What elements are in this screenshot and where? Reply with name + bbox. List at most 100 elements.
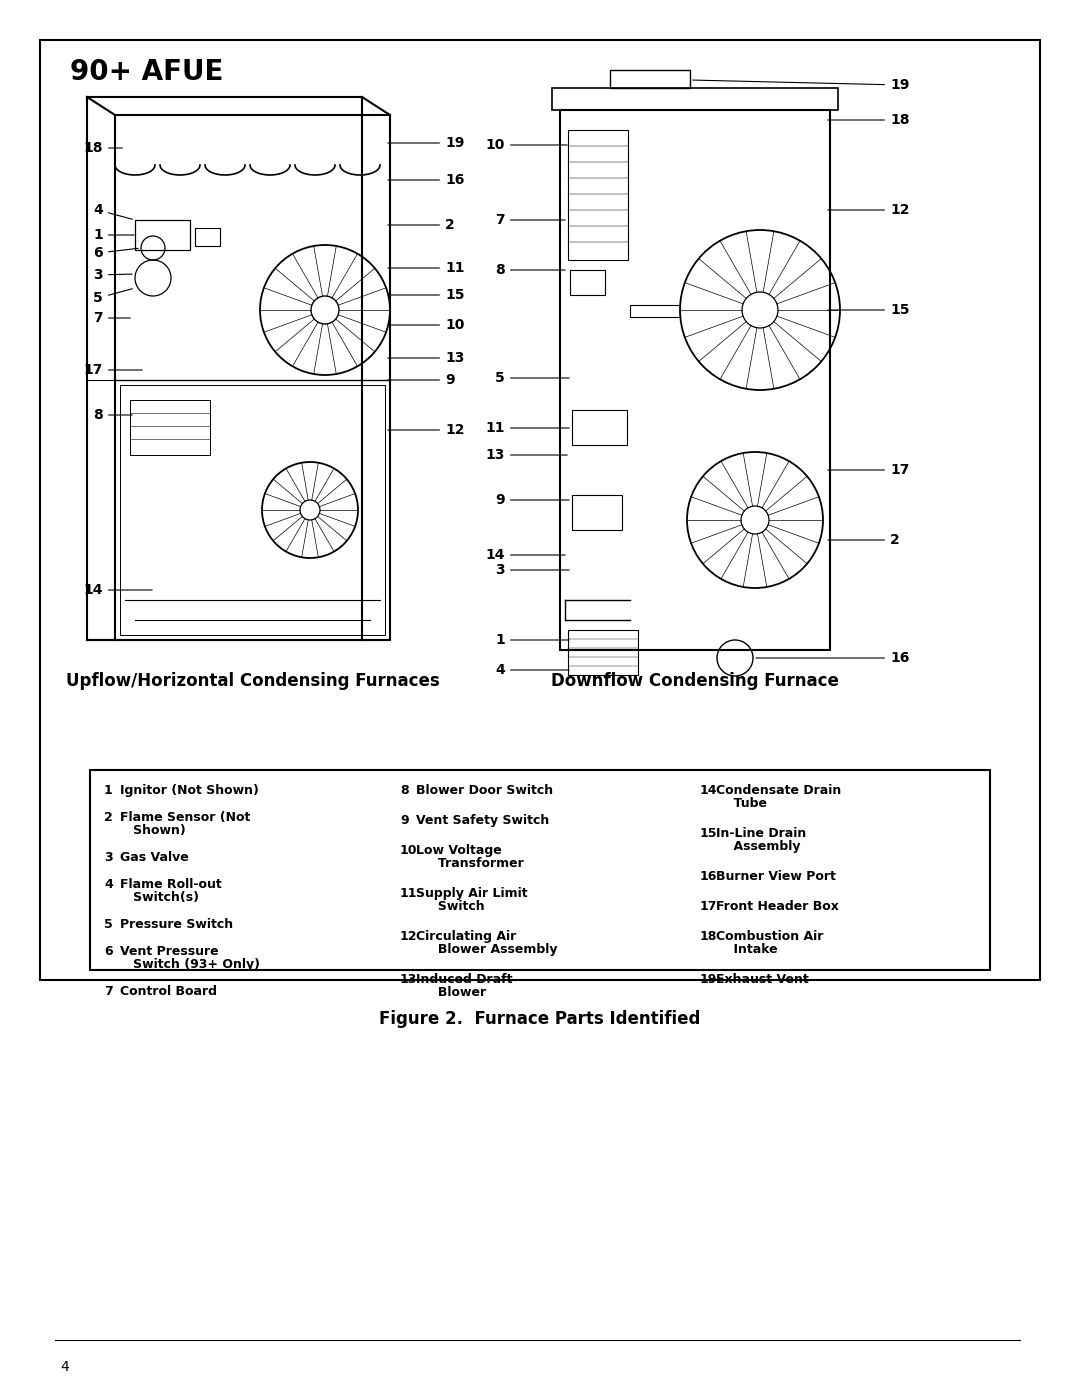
Text: 7: 7 (104, 985, 112, 997)
Bar (135, 219, 190, 250)
Bar (40, 41, 1040, 981)
Text: 13: 13 (486, 448, 567, 462)
Text: Supply Air Limit: Supply Air Limit (416, 887, 528, 900)
Text: 2: 2 (827, 534, 900, 548)
Text: 8: 8 (400, 784, 408, 798)
Text: 11: 11 (388, 261, 464, 275)
Text: 9: 9 (496, 493, 569, 507)
Bar (570, 270, 605, 295)
Text: 2: 2 (388, 218, 455, 232)
Bar (572, 495, 622, 529)
Text: Circulating Air: Circulating Air (416, 930, 516, 943)
Bar (568, 130, 627, 260)
Text: Flame Roll-out: Flame Roll-out (120, 877, 221, 891)
Text: Vent Safety Switch: Vent Safety Switch (416, 814, 550, 827)
Text: 18: 18 (700, 930, 717, 943)
Text: Induced Draft: Induced Draft (416, 972, 513, 986)
Text: 16: 16 (756, 651, 909, 665)
Text: 13: 13 (400, 972, 417, 986)
Text: 3: 3 (93, 268, 132, 282)
Text: Front Header Box: Front Header Box (716, 900, 839, 914)
Text: Intake: Intake (716, 943, 778, 956)
Text: Pressure Switch: Pressure Switch (120, 918, 233, 930)
Text: 17: 17 (700, 900, 717, 914)
Text: 12: 12 (827, 203, 909, 217)
Text: Tube: Tube (716, 798, 767, 810)
Text: 15: 15 (827, 303, 909, 317)
Text: 18: 18 (83, 141, 122, 155)
Text: Figure 2.  Furnace Parts Identified: Figure 2. Furnace Parts Identified (379, 1010, 701, 1028)
Text: 5: 5 (104, 918, 112, 930)
Text: 14: 14 (486, 548, 565, 562)
Text: 4: 4 (93, 203, 133, 219)
Text: 19: 19 (388, 136, 464, 149)
Text: Condensate Drain: Condensate Drain (716, 784, 841, 798)
Text: Shown): Shown) (120, 824, 186, 837)
Bar (630, 305, 680, 317)
Text: 1: 1 (496, 633, 569, 647)
Text: Upflow/Horizontal Condensing Furnaces: Upflow/Horizontal Condensing Furnaces (66, 672, 440, 690)
Text: Gas Valve: Gas Valve (120, 851, 189, 863)
Text: Switch(s): Switch(s) (120, 891, 199, 904)
Text: In-Line Drain: In-Line Drain (716, 827, 807, 840)
Text: 15: 15 (388, 288, 464, 302)
Text: 17: 17 (827, 462, 909, 476)
Text: Assembly: Assembly (716, 840, 800, 854)
Text: 1: 1 (104, 784, 112, 798)
Text: Blower Assembly: Blower Assembly (416, 943, 557, 956)
Text: 2: 2 (104, 812, 112, 824)
Text: 14: 14 (700, 784, 717, 798)
Text: 3: 3 (104, 851, 112, 863)
Text: 12: 12 (388, 423, 464, 437)
Text: Combustion Air: Combustion Air (716, 930, 823, 943)
Text: 4: 4 (496, 664, 569, 678)
Text: 16: 16 (700, 870, 717, 883)
Text: 7: 7 (93, 312, 131, 326)
Text: 1: 1 (93, 228, 134, 242)
Text: Low Voltage: Low Voltage (416, 844, 502, 856)
Text: 19: 19 (692, 78, 909, 92)
Text: 10: 10 (486, 138, 567, 152)
Text: 10: 10 (400, 844, 418, 856)
Text: Switch: Switch (416, 900, 485, 914)
Text: 8: 8 (496, 263, 565, 277)
Text: 10: 10 (388, 319, 464, 332)
Text: 90+ AFUE: 90+ AFUE (70, 59, 224, 87)
Bar (561, 110, 831, 650)
Text: Burner View Port: Burner View Port (716, 870, 836, 883)
Text: 3: 3 (496, 563, 569, 577)
Text: 7: 7 (496, 212, 565, 226)
Bar (610, 70, 690, 88)
Text: 11: 11 (486, 420, 569, 434)
Bar (90, 770, 990, 970)
Text: 18: 18 (827, 113, 909, 127)
Bar (572, 409, 627, 446)
Text: Control Board: Control Board (120, 985, 217, 997)
Text: 19: 19 (700, 972, 717, 986)
Text: Ignitor (Not Shown): Ignitor (Not Shown) (120, 784, 259, 798)
Text: Blower: Blower (416, 986, 486, 999)
Text: 8: 8 (93, 408, 132, 422)
Text: Vent Pressure: Vent Pressure (120, 944, 218, 958)
Text: 14: 14 (83, 583, 152, 597)
Bar (195, 228, 220, 246)
Text: 15: 15 (700, 827, 717, 840)
Bar (568, 630, 638, 675)
Text: 13: 13 (388, 351, 464, 365)
Text: Transformer: Transformer (416, 856, 524, 870)
Bar (552, 88, 838, 110)
Text: 11: 11 (400, 887, 418, 900)
Text: 4: 4 (60, 1361, 69, 1375)
Text: Switch (93+ Only): Switch (93+ Only) (120, 958, 260, 971)
Text: 17: 17 (83, 363, 143, 377)
Text: 6: 6 (93, 246, 138, 260)
Text: 16: 16 (388, 173, 464, 187)
Text: Blower Door Switch: Blower Door Switch (416, 784, 553, 798)
Text: Downflow Condensing Furnace: Downflow Condensing Furnace (551, 672, 839, 690)
Text: 12: 12 (400, 930, 418, 943)
Bar (130, 400, 210, 455)
Text: Exhaust Vent: Exhaust Vent (716, 972, 809, 986)
Text: 4: 4 (104, 877, 112, 891)
Text: 9: 9 (388, 373, 455, 387)
Text: 9: 9 (400, 814, 408, 827)
